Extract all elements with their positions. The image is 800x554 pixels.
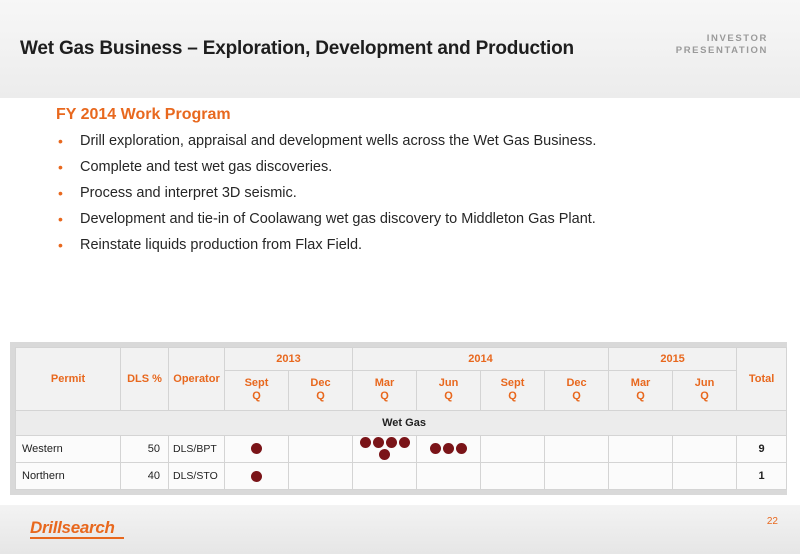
tag-line-2: PRESENTATION — [675, 45, 768, 56]
year-header-row: Permit DLS % Operator 2013 2014 2015 Tot… — [15, 347, 788, 411]
content-area: FY 2014 Work Program • Drill exploration,… — [56, 106, 776, 262]
logo-underline — [30, 537, 124, 539]
bullet-icon: • — [58, 211, 63, 227]
header-year-2015: 2015 — [608, 347, 738, 371]
period-cell — [480, 434, 546, 463]
header-year-2014: 2014 — [352, 347, 610, 371]
header-period: Mar Q — [352, 369, 418, 411]
investor-presentation-tag: INVESTOR PRESENTATION — [648, 33, 768, 57]
total-cell: 1 — [736, 461, 788, 491]
list-item: • Drill exploration, appraisal and develo… — [56, 132, 776, 151]
dls-cell: 50 — [120, 434, 169, 463]
activity-dot — [443, 443, 455, 455]
period-cell — [544, 461, 610, 491]
page-title: Wet Gas Business – Exploration, Developm… — [20, 38, 574, 59]
activity-dot — [385, 437, 397, 449]
list-item: • Process and interpret 3D seismic. — [56, 184, 776, 203]
bullet-text: Complete and test wet gas discoveries. — [80, 159, 333, 175]
list-item: • Complete and test wet gas discoveries. — [56, 158, 776, 177]
header-operator: Operator — [168, 347, 225, 411]
section-title: FY 2014 Work Program — [56, 106, 231, 123]
bullet-icon: • — [58, 159, 63, 175]
tag-line-1: INVESTOR — [706, 33, 768, 44]
header-period: Jun Q — [416, 369, 482, 411]
table-row: Northern 40 DLS/STO 1 — [15, 461, 788, 491]
header-period: Dec Q — [544, 369, 610, 411]
activity-dot — [372, 437, 384, 449]
header-permit: Permit — [15, 347, 121, 411]
page-number: 22 — [766, 516, 778, 527]
header-period: Jun Q — [672, 369, 738, 411]
activity-dot — [456, 443, 468, 455]
header-dls: DLS % — [120, 347, 169, 411]
bullet-text: Process and interpret 3D seismic. — [80, 185, 297, 201]
list-item: • Development and tie-in of Coolawang wet… — [56, 210, 776, 229]
activity-dot — [430, 443, 442, 455]
period-cell — [416, 434, 482, 463]
bullet-text: Development and tie-in of Coolawang wet … — [80, 211, 596, 227]
activity-dot — [359, 437, 371, 449]
total-cell: 9 — [736, 434, 788, 463]
table-row: Western 50 DLS/BPT 9 — [15, 434, 788, 463]
bullet-text: Drill exploration, appraisal and develop… — [80, 133, 597, 149]
period-cell — [672, 434, 738, 463]
operator-cell: DLS/BPT — [168, 434, 225, 463]
bullet-text: Reinstate liquids production from Flax F… — [80, 237, 363, 253]
bullet-icon: • — [58, 185, 63, 201]
activity-dot — [251, 443, 262, 455]
period-cell — [544, 434, 610, 463]
permit-cell: Northern — [15, 461, 121, 491]
header-period: Dec Q — [287, 369, 354, 411]
group-label: Wet Gas — [14, 409, 788, 436]
period-cell — [480, 461, 546, 491]
footer-band — [0, 505, 800, 554]
header-period: Sept Q — [224, 369, 289, 411]
permit-cell: Western — [15, 434, 121, 463]
bullet-icon: • — [58, 133, 63, 149]
list-item: • Reinstate liquids production from Flax … — [56, 236, 776, 255]
group-row: Wet Gas — [14, 409, 788, 436]
period-cell — [416, 461, 482, 491]
period-cell — [352, 461, 418, 491]
period-cell — [352, 434, 418, 463]
period-cell — [608, 434, 674, 463]
operator-cell: DLS/STO — [168, 461, 225, 491]
period-cell — [224, 434, 289, 463]
header-period: Mar Q — [608, 369, 674, 411]
period-cell — [224, 461, 289, 491]
dls-cell: 40 — [120, 461, 169, 491]
work-program-table: Permit DLS % Operator 2013 2014 2015 Tot… — [14, 347, 788, 491]
header-total: Total — [736, 347, 788, 411]
period-cell — [287, 434, 354, 463]
activity-dot — [379, 449, 391, 461]
header-period: Sept Q — [480, 369, 546, 411]
header-band: Wet Gas Business – Exploration, Developm… — [0, 0, 800, 98]
activity-dot — [398, 437, 410, 449]
header-year-2013: 2013 — [223, 347, 354, 371]
work-program-list: • Drill exploration, appraisal and develo… — [56, 132, 776, 255]
period-cell — [672, 461, 738, 491]
activity-dot — [251, 470, 262, 482]
period-cell — [608, 461, 674, 491]
work-program-table-frame: Permit DLS % Operator 2013 2014 2015 Tot… — [10, 342, 788, 495]
period-cell — [287, 461, 354, 491]
bullet-icon: • — [58, 237, 63, 253]
drillsearch-logo: Drillsearch — [30, 518, 115, 537]
